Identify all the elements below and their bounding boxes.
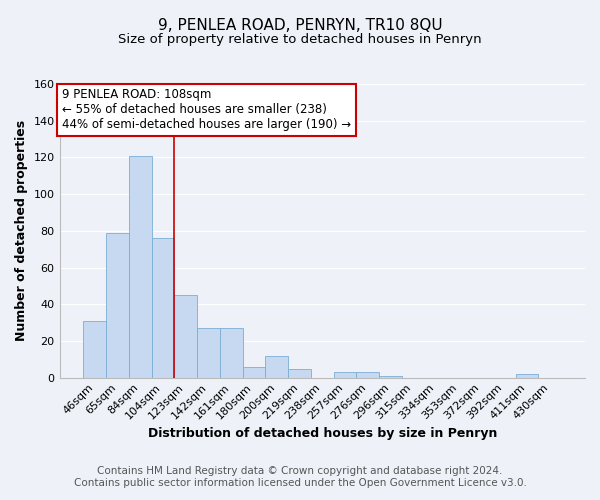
Bar <box>129 156 152 378</box>
Bar <box>515 374 538 378</box>
Bar <box>356 372 379 378</box>
Text: Size of property relative to detached houses in Penryn: Size of property relative to detached ho… <box>118 32 482 46</box>
Y-axis label: Number of detached properties: Number of detached properties <box>15 120 28 342</box>
Bar <box>197 328 220 378</box>
Bar <box>175 295 197 378</box>
Text: 9 PENLEA ROAD: 108sqm
← 55% of detached houses are smaller (238)
44% of semi-det: 9 PENLEA ROAD: 108sqm ← 55% of detached … <box>62 88 351 132</box>
Bar <box>379 376 402 378</box>
Bar <box>242 366 265 378</box>
Bar <box>334 372 356 378</box>
Bar <box>265 356 288 378</box>
Bar <box>106 232 129 378</box>
Bar <box>83 321 106 378</box>
Bar <box>220 328 242 378</box>
Bar <box>288 368 311 378</box>
Text: 9, PENLEA ROAD, PENRYN, TR10 8QU: 9, PENLEA ROAD, PENRYN, TR10 8QU <box>158 18 442 32</box>
Text: Contains HM Land Registry data © Crown copyright and database right 2024.
Contai: Contains HM Land Registry data © Crown c… <box>74 466 526 487</box>
X-axis label: Distribution of detached houses by size in Penryn: Distribution of detached houses by size … <box>148 427 497 440</box>
Bar <box>152 238 175 378</box>
